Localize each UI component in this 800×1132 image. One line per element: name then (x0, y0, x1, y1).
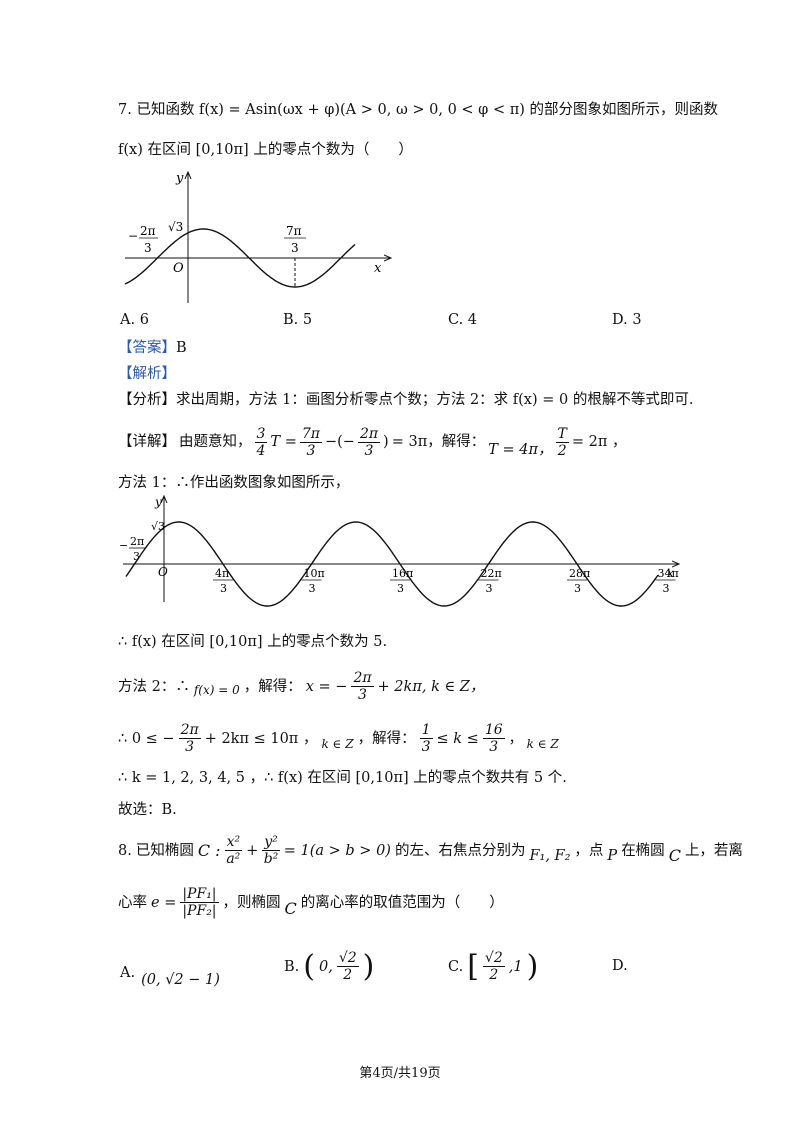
choose-line: 故选：B. (118, 802, 177, 818)
origin-label: O (173, 261, 184, 276)
x-tick-labels: 4π 3 10π 3 16π 3 22π 3 28π 3 34π 3 (213, 567, 679, 595)
x-tick-denominator: 3 (663, 582, 670, 595)
fenxi-text: 求出周期，方法 1：画图分析零点个数；方法 2：求 f(x) = 0 的根解不等… (176, 392, 694, 408)
x-tick-numerator: 22π (481, 567, 502, 580)
method2-line: 方法 2：∴ f(x) = 0 ，解得： x = − 2π 3 + 2kπ, k … (118, 670, 485, 703)
q8-option-a[interactable]: A. (0, √2 − 1) (120, 965, 220, 988)
left-tick-num: 2π (140, 224, 156, 238)
left-tick-num: 2π (130, 535, 144, 548)
right-tick-den: 3 (291, 241, 299, 255)
x-tick-numerator: 16π (392, 567, 413, 580)
q7-option-c[interactable]: C. 4 (448, 312, 478, 328)
answer-value: B (176, 340, 187, 356)
q8-option-d[interactable]: D. (612, 958, 628, 974)
y-axis-label: y (154, 495, 162, 509)
fraction-7pi-3: 7π 3 (299, 425, 322, 459)
q8-option-b[interactable]: B. ( 0, √2 2 ) (284, 948, 375, 984)
origin-label: O (158, 565, 168, 579)
q7-option-d[interactable]: D. 3 (612, 312, 642, 328)
fenxi-tag: 【分析】 (118, 392, 176, 408)
sqrt3-label: √3 (151, 520, 165, 533)
x-tick-numerator: 28π (569, 567, 590, 580)
x-tick-numerator: 4π (215, 567, 229, 580)
question-7-line1: 7. 已知函数 f(x) = Asin(ωx + φ)(A > 0, ω > 0… (118, 100, 718, 120)
left-tick-den: 3 (144, 241, 152, 255)
right-tick-num: 7π (286, 224, 302, 238)
x-tick-denominator: 3 (574, 582, 581, 595)
sine-curve (124, 228, 356, 288)
k-values-line: ∴ k = 1, 2, 3, 4, 5 ，∴ f(x) 在区间 [0,10π] … (118, 770, 567, 786)
question-8-line2: 心率 e = |PF₁| |PF₂| ，则椭圆 C 的离心率的取值范围为（ ） (118, 886, 504, 919)
question-number: 7. (118, 102, 132, 118)
conclusion1: ∴ f(x) 在区间 [0,10π] 上的零点个数为 5. (118, 634, 388, 650)
x-tick-denominator: 3 (220, 582, 227, 595)
x-tick-numerator: 34π (658, 567, 679, 580)
left-tick-den: 3 (133, 550, 140, 563)
x-tick-numerator: 10π (304, 567, 325, 580)
question-7-graph: y x O √3 − 2π 3 7π 3 (124, 171, 400, 303)
fraction-2pi-3: 2π 3 (357, 425, 381, 459)
x-tick-denominator: 3 (309, 582, 316, 595)
question-7-line2: f(x) 在区间 [0,10π] 上的零点个数为（ ） (118, 142, 413, 158)
sqrt3-label: √3 (168, 220, 183, 234)
answer-line: 【答案】B (118, 338, 187, 358)
q7-option-b[interactable]: B. 5 (283, 312, 313, 328)
xiangjie-tag: 【详解】 (118, 434, 176, 450)
sine-curve (125, 521, 659, 607)
left-tick-sign: − (128, 229, 138, 243)
left-tick-sign: − (119, 539, 128, 552)
x-tick-denominator: 3 (397, 582, 404, 595)
analysis-tag: 【解析】 (118, 366, 176, 382)
question-text: 已知函数 f(x) = Asin(ωx + φ)(A > 0, ω > 0, 0… (136, 102, 718, 118)
fenxi-line: 【分析】求出周期，方法 1：画图分析零点个数；方法 2：求 f(x) = 0 的… (118, 390, 693, 410)
method1-line: 方法 1：∴作出函数图象如图所示， (118, 475, 350, 491)
xiangjie-pre: 由题意知， (179, 434, 252, 450)
q8-option-c[interactable]: C. [ √2 2 ,1 ) (448, 948, 539, 984)
method1-graph: y x O √3 − 2π 3 4π 3 10π 3 16π 3 22π 3 28π 3 34π 3 (119, 495, 688, 607)
page-footer: 第4页/共19页 (359, 1066, 441, 1081)
answer-tag: 【答案】 (118, 340, 176, 356)
q7-option-a[interactable]: A. 6 (120, 312, 149, 328)
x-tick-denominator: 3 (486, 582, 493, 595)
x-axis-label: x (667, 566, 674, 580)
question-8-line1: 8. 已知椭圆 C : x² a² + y² b² = 1(a > b > 0) 的… (118, 834, 743, 867)
x-axis-label: x (374, 261, 382, 276)
y-axis-label: y (175, 171, 184, 186)
